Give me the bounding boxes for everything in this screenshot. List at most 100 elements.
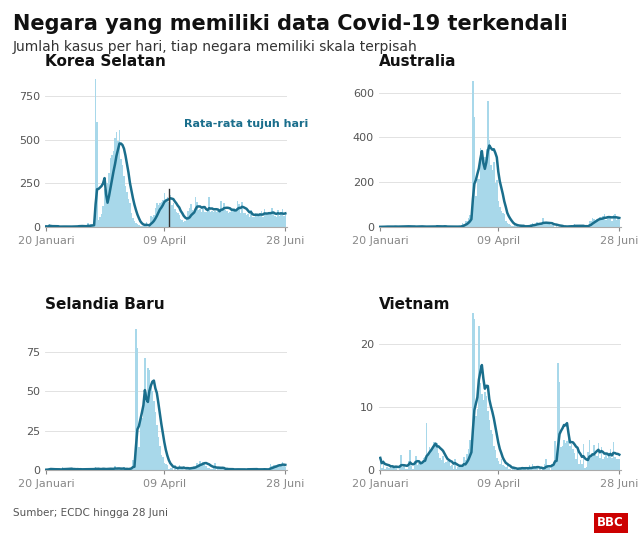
Bar	[580, 460, 581, 470]
Bar	[164, 193, 165, 227]
Bar	[260, 211, 262, 227]
Bar	[186, 469, 188, 470]
Bar	[274, 216, 276, 227]
Bar	[150, 215, 152, 227]
Bar	[454, 458, 456, 470]
Bar	[225, 469, 227, 470]
Bar	[393, 465, 394, 470]
Bar	[140, 422, 141, 470]
Bar	[131, 467, 132, 470]
Bar	[599, 217, 600, 227]
Bar	[468, 449, 469, 470]
Bar	[196, 463, 198, 470]
Bar	[401, 455, 402, 470]
Bar	[572, 449, 573, 470]
Bar	[113, 468, 115, 470]
Bar	[496, 458, 497, 470]
Bar	[598, 219, 599, 227]
Bar	[278, 466, 280, 470]
Bar	[487, 101, 488, 227]
Bar	[269, 213, 271, 227]
Bar	[428, 226, 429, 227]
Bar	[174, 464, 175, 470]
Bar	[568, 226, 569, 227]
Bar	[468, 218, 469, 227]
Bar	[584, 468, 586, 470]
Bar	[442, 456, 444, 470]
Bar	[450, 465, 451, 470]
Bar	[53, 226, 54, 227]
Bar	[237, 201, 238, 227]
Bar	[148, 370, 150, 470]
Bar	[128, 199, 129, 227]
Bar	[115, 467, 116, 470]
Bar	[213, 212, 214, 227]
Text: Rata-rata tujuh hari: Rata-rata tujuh hari	[184, 119, 308, 129]
Bar	[591, 218, 593, 227]
Bar	[240, 213, 241, 227]
Bar	[258, 216, 259, 227]
Bar	[554, 441, 556, 470]
Bar	[170, 195, 171, 227]
Bar	[559, 382, 560, 470]
Bar	[234, 208, 236, 227]
Bar	[277, 465, 278, 470]
Bar	[536, 467, 538, 470]
Bar	[428, 454, 429, 470]
Bar	[250, 469, 252, 470]
Bar	[99, 217, 101, 227]
Bar	[180, 469, 182, 470]
Bar	[165, 464, 166, 470]
Bar	[282, 462, 283, 470]
Bar	[605, 454, 607, 470]
Bar	[282, 209, 283, 227]
Bar	[392, 468, 393, 470]
Bar	[438, 454, 439, 470]
Bar	[269, 464, 271, 470]
Bar	[529, 225, 531, 227]
Bar	[524, 468, 526, 470]
Bar	[469, 215, 470, 227]
Bar	[424, 457, 426, 470]
Bar	[568, 435, 569, 470]
Bar	[252, 217, 253, 227]
Bar	[268, 213, 269, 227]
Bar	[556, 225, 557, 227]
Bar	[166, 465, 168, 470]
Bar	[484, 157, 486, 227]
Bar	[175, 212, 177, 227]
Bar	[247, 214, 249, 227]
Bar	[463, 457, 465, 470]
Bar	[478, 326, 479, 470]
Bar	[150, 384, 152, 470]
Bar	[396, 467, 397, 470]
Bar	[188, 469, 189, 470]
Bar	[612, 215, 614, 227]
Bar	[107, 183, 108, 227]
Bar	[483, 400, 484, 470]
Bar	[141, 226, 143, 227]
Bar	[273, 214, 274, 227]
Bar	[589, 440, 590, 470]
Bar	[184, 221, 186, 227]
Bar	[433, 442, 435, 470]
Bar	[557, 363, 559, 470]
Bar	[544, 464, 545, 470]
Bar	[104, 469, 106, 470]
Bar	[238, 205, 240, 227]
Bar	[159, 446, 161, 470]
Bar	[229, 212, 231, 227]
Bar	[273, 464, 274, 470]
Bar	[465, 221, 466, 227]
Bar	[108, 469, 110, 470]
Bar	[469, 440, 470, 470]
Bar	[174, 209, 175, 227]
Bar	[200, 209, 201, 227]
Bar	[589, 221, 590, 227]
Bar	[264, 469, 265, 470]
Bar	[532, 222, 533, 227]
Bar	[115, 138, 116, 227]
Bar	[192, 467, 193, 470]
Bar	[517, 226, 518, 227]
Bar	[466, 221, 468, 227]
